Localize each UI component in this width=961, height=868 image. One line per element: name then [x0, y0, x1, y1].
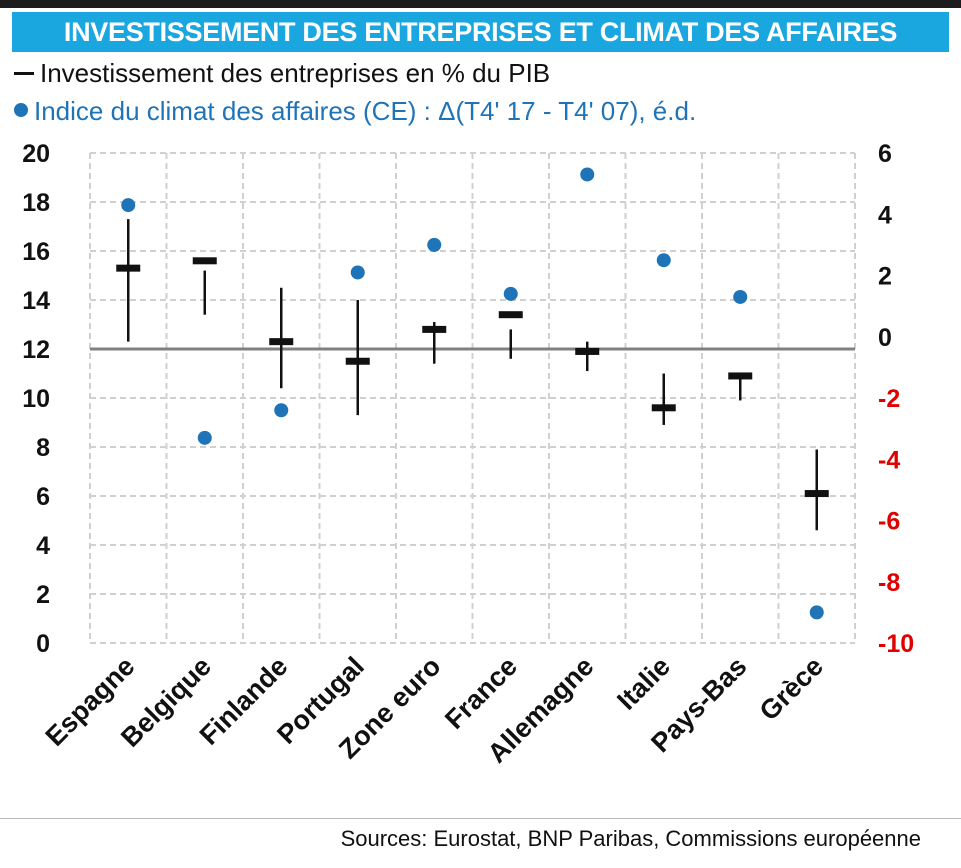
right-tick-label: -2 [878, 385, 900, 413]
legend-investment: Investissement des entreprises en % du P… [14, 58, 550, 89]
left-tick-label: 14 [22, 287, 50, 315]
climate-point [197, 430, 212, 445]
climate-point [350, 265, 365, 280]
investment-marker [116, 264, 141, 272]
investment-marker [651, 404, 676, 412]
category-label: Italie [611, 651, 676, 716]
right-tick-label: 6 [878, 140, 892, 168]
investment-marker [575, 347, 600, 355]
left-tick-label: 0 [36, 630, 50, 658]
investment-marker [498, 311, 523, 319]
climate-point [274, 403, 289, 418]
investment-marker [728, 372, 753, 380]
legend-climate-label: Indice du climat des affaires (CE) : Δ(T… [34, 96, 697, 126]
left-tick-label: 12 [22, 336, 50, 364]
investment-marker [192, 257, 217, 265]
legend-dash-icon [14, 71, 34, 75]
legend-investment-label: Investissement des entreprises en % du P… [40, 58, 551, 88]
left-tick-label: 8 [36, 434, 50, 462]
investment-marker [269, 338, 294, 346]
bottom-rule [0, 818, 961, 819]
right-tick-label: -8 [878, 569, 900, 597]
investment-marker [422, 325, 447, 333]
climate-point [427, 237, 442, 252]
climate-point [733, 289, 748, 304]
left-tick-label: 16 [22, 238, 50, 266]
investment-marker [804, 490, 829, 498]
left-tick-label: 6 [36, 483, 50, 511]
right-tick-label: 4 [878, 201, 892, 229]
legend-climate: Indice du climat des affaires (CE) : Δ(T… [14, 96, 696, 127]
climate-point [656, 253, 671, 268]
left-tick-label: 10 [22, 385, 50, 413]
climate-point [121, 198, 136, 213]
climate-point [580, 167, 595, 182]
right-tick-label: -10 [878, 630, 914, 658]
source-note: Sources: Eurostat, BNP Paribas, Commissi… [340, 826, 921, 851]
legend-dot-icon [14, 103, 28, 118]
left-tick-label: 18 [22, 189, 50, 217]
climate-point [503, 286, 518, 301]
right-tick-label: -6 [878, 508, 900, 536]
investment-marker [345, 357, 370, 365]
left-tick-label: 2 [36, 581, 50, 609]
climate-point [809, 605, 824, 620]
right-tick-label: 0 [878, 324, 892, 352]
left-tick-label: 20 [22, 140, 50, 168]
right-tick-label: 2 [878, 263, 892, 291]
chart-title: INVESTISSEMENT DES ENTREPRISES ET CLIMAT… [12, 12, 949, 52]
category-label: Grèce [754, 651, 829, 726]
left-tick-label: 4 [36, 532, 50, 560]
top-rule [0, 0, 961, 8]
right-tick-label: -4 [878, 446, 900, 474]
